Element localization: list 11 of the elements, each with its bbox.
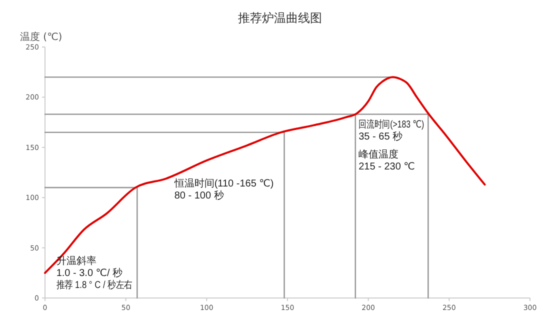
y-axis-title: 温度 (℃) bbox=[20, 31, 62, 43]
annotation: 215 - 230 ℃ bbox=[358, 161, 415, 172]
annotation: 推荐 1.8 ° C / 秒左右 bbox=[56, 279, 132, 290]
annotation: 35 - 65 秒 bbox=[358, 130, 403, 142]
annotation: 80 - 100 秒 bbox=[174, 190, 224, 202]
annotation: 升温斜率 bbox=[56, 254, 96, 267]
annotation: 恒温时间(110 -165 ℃) bbox=[173, 178, 274, 190]
chart-title: 推荐炉温曲线图 bbox=[238, 11, 322, 25]
annotation: 峰值温度 bbox=[358, 148, 399, 160]
annotation: 1.0 - 3.0 ℃/ 秒 bbox=[56, 266, 123, 279]
annotation: 回流时间(>183 ℃) bbox=[358, 118, 424, 130]
